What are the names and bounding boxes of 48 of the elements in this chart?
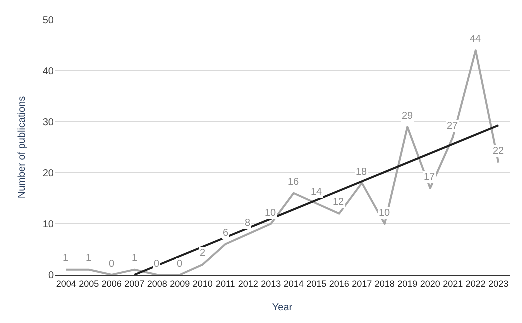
x-tick-label: 2010 — [192, 278, 213, 289]
y-axis-title: Number of publications — [16, 96, 28, 199]
data-label: 2 — [200, 248, 206, 259]
x-tick-label: 2005 — [79, 278, 100, 289]
x-tick-label: 2022 — [466, 278, 486, 289]
x-tick-label: 2007 — [124, 278, 145, 289]
x-axis-title: Year — [272, 302, 294, 314]
x-tick-label: 2015 — [306, 278, 327, 289]
x-tick-label: 2012 — [238, 278, 258, 289]
y-tick-label: 20 — [42, 168, 54, 180]
y-tick-label: 30 — [42, 118, 54, 128]
x-tick-label: 2020 — [420, 278, 440, 289]
data-label: 27 — [447, 121, 459, 132]
data-label: 12 — [333, 197, 345, 208]
data-label: 0 — [109, 259, 115, 270]
x-tick-label: 2014 — [284, 278, 304, 289]
x-tick-label: 2016 — [329, 278, 350, 289]
data-label: 17 — [424, 172, 436, 183]
data-label: 18 — [356, 167, 368, 178]
data-label: 29 — [402, 111, 414, 122]
y-tick-label: 50 — [42, 16, 54, 26]
x-tick-label: 2009 — [170, 278, 190, 289]
x-tick-label: 2013 — [261, 278, 282, 289]
x-tick-label: 2017 — [352, 278, 372, 289]
data-label: 10 — [379, 208, 391, 219]
data-label: 0 — [154, 259, 160, 270]
data-label: 6 — [223, 228, 229, 239]
data-label: 16 — [288, 177, 300, 188]
y-tick-label: 40 — [42, 66, 54, 78]
y-tick-label: 0 — [48, 270, 54, 282]
data-label: 1 — [132, 253, 138, 264]
data-label: 1 — [63, 253, 69, 264]
data-label: 0 — [177, 259, 183, 270]
data-label: 14 — [311, 187, 323, 198]
x-tick-label: 2004 — [56, 278, 76, 289]
data-label: 8 — [245, 218, 251, 229]
data-label: 10 — [265, 208, 277, 219]
x-tick-label: 2011 — [216, 278, 236, 289]
data-label: 44 — [470, 34, 482, 45]
data-label: 22 — [493, 146, 505, 157]
x-tick-label: 2019 — [398, 278, 418, 289]
x-tick-label: 2023 — [488, 278, 509, 289]
y-tick-label: 10 — [42, 220, 54, 230]
x-tick-label: 2021 — [443, 278, 464, 289]
data-label: 1 — [86, 253, 92, 264]
x-tick-label: 2006 — [102, 278, 122, 289]
x-tick-label: 2008 — [147, 278, 168, 289]
x-tick-label: 2018 — [374, 278, 395, 289]
